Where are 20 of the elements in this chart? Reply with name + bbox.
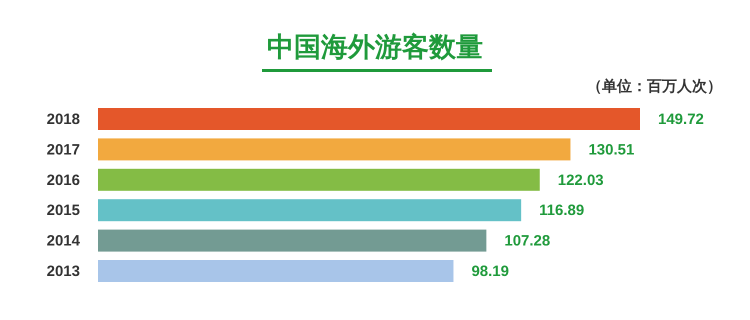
y-tick-label: 2016 — [46, 172, 80, 189]
data-label: 122.03 — [558, 172, 604, 189]
data-label: 116.89 — [539, 202, 584, 220]
y-tick-label: 2014 — [46, 232, 81, 250]
bar — [98, 138, 570, 160]
data-label: 149.72 — [658, 111, 704, 128]
y-tick-label: 2015 — [46, 202, 80, 220]
bar — [98, 168, 540, 191]
data-label: 130.51 — [588, 141, 634, 158]
bar — [98, 230, 486, 252]
y-tick-label: 2013 — [46, 263, 80, 280]
bar — [98, 199, 522, 222]
y-tick-label: 2017 — [46, 141, 80, 158]
bar — [98, 260, 454, 282]
title: 中国海外游客数量 — [267, 32, 483, 62]
data-label: 98.19 — [471, 263, 510, 280]
subtitle: （单位：百万人次） — [587, 78, 722, 95]
bar — [98, 108, 640, 130]
data-label: 107.28 — [504, 232, 550, 250]
y-tick-label: 2018 — [46, 111, 80, 128]
